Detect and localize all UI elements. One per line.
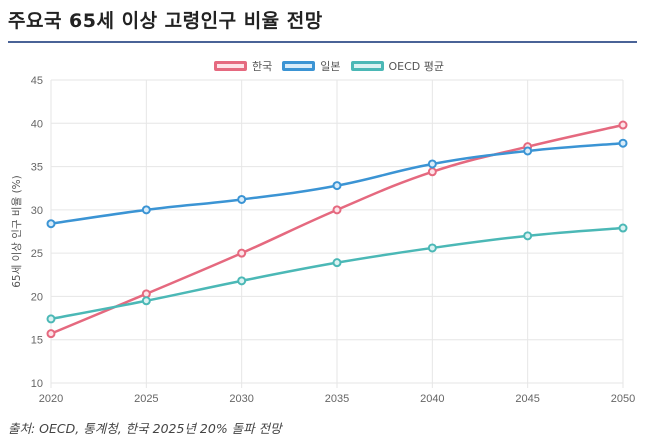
point-japan-2040[interactable] (427, 159, 437, 169)
y-axis-ticks: 10 15 20 25 30 35 40 45 (31, 75, 43, 390)
x-tick-label: 2040 (420, 393, 444, 405)
point-korea-2040[interactable] (427, 167, 437, 177)
legend-label-oecd: OECD 평균 (388, 60, 445, 73)
x-tick-label: 2035 (325, 393, 349, 405)
point-japan-2025[interactable] (141, 205, 151, 215)
legend-swatch-korea (214, 61, 247, 71)
x-tick-label: 2050 (611, 393, 635, 405)
point-japan-2045[interactable] (523, 146, 533, 156)
point-oecd-2040[interactable] (427, 243, 437, 253)
x-tick-label: 2025 (134, 393, 158, 405)
y-axis-title: 65세 이상 인구 비율 (%) (11, 175, 23, 288)
point-oecd-2020[interactable] (46, 314, 56, 324)
point-korea-2050[interactable] (618, 120, 628, 130)
point-japan-2020[interactable] (46, 219, 56, 229)
legend-swatch-oecd (350, 61, 384, 71)
point-oecd-2045[interactable] (523, 231, 533, 241)
y-tick-label: 10 (31, 378, 43, 390)
series-points (46, 120, 628, 339)
point-oecd-2030[interactable] (237, 276, 247, 286)
point-oecd-2050[interactable] (618, 223, 628, 233)
source-note: 출처: OECD, 통계청, 한국 2025년 20% 돌파 전망 (8, 421, 282, 436)
legend-swatch-japan (282, 61, 316, 71)
x-tick-label: 2030 (229, 393, 253, 405)
y-tick-label: 45 (31, 75, 43, 87)
point-japan-2035[interactable] (332, 181, 342, 191)
point-korea-2030[interactable] (237, 248, 247, 258)
page-title: 주요국 65세 이상 고령인구 비율 전망 (8, 10, 323, 32)
point-oecd-2035[interactable] (332, 258, 342, 268)
legend-item-japan[interactable]: 일본 (282, 58, 341, 74)
point-japan-2050[interactable] (618, 138, 628, 148)
title-divider (8, 41, 637, 43)
x-tick-label: 2045 (515, 393, 539, 405)
point-oecd-2025[interactable] (141, 296, 151, 306)
y-tick-label: 35 (31, 162, 43, 174)
legend-label-korea: 한국 (252, 60, 273, 73)
y-tick-label: 20 (31, 291, 43, 303)
legend-item-korea[interactable]: 한국 (214, 58, 272, 74)
point-japan-2030[interactable] (237, 194, 247, 204)
y-tick-label: 40 (31, 118, 43, 130)
chart-legend: 한국 일본 OECD 평균 (0, 58, 658, 74)
x-axis-ticks: 2020 2025 2030 2035 2040 2045 2050 (39, 393, 635, 405)
point-korea-2035[interactable] (332, 205, 342, 215)
legend-label-japan: 일본 (320, 60, 341, 73)
y-tick-label: 15 (31, 335, 43, 347)
point-korea-2020[interactable] (46, 329, 56, 339)
y-tick-label: 30 (31, 205, 43, 217)
x-tick-label: 2020 (39, 393, 63, 405)
legend-item-oecd[interactable]: OECD 평균 (350, 58, 445, 74)
y-tick-label: 25 (31, 248, 43, 260)
